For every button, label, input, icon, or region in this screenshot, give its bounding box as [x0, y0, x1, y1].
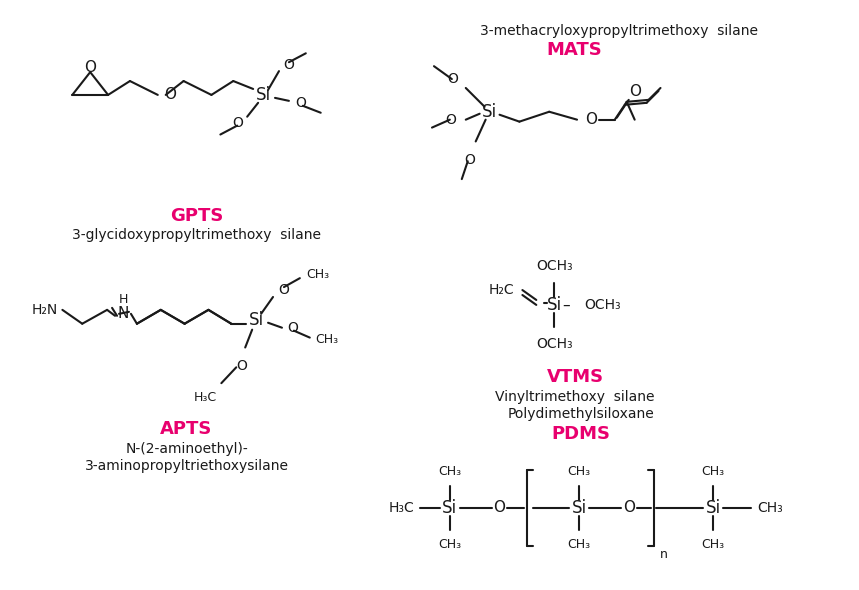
Text: O: O: [232, 116, 243, 130]
Text: MATS: MATS: [546, 41, 602, 60]
Text: CH₃: CH₃: [702, 537, 725, 550]
Text: O: O: [278, 283, 289, 297]
Text: N-(2-aminoethyl)-: N-(2-aminoethyl)-: [125, 441, 248, 455]
Text: O: O: [585, 112, 597, 127]
Text: H₃C: H₃C: [193, 391, 216, 404]
Text: Si: Si: [571, 499, 587, 517]
Text: O: O: [494, 500, 506, 516]
Text: CH₃: CH₃: [568, 537, 591, 550]
Text: H₃C: H₃C: [388, 501, 414, 515]
Text: n: n: [660, 548, 667, 560]
Text: CH₃: CH₃: [702, 466, 725, 478]
Text: O: O: [447, 72, 458, 86]
Text: CH₃: CH₃: [438, 466, 461, 478]
Text: CH₃: CH₃: [757, 501, 783, 515]
Text: 3-methacryloxypropyltrimethoxy  silane: 3-methacryloxypropyltrimethoxy silane: [480, 24, 758, 38]
Text: O: O: [295, 96, 306, 110]
Text: N: N: [118, 306, 129, 322]
Text: O: O: [164, 87, 176, 103]
Text: O: O: [629, 84, 641, 100]
Text: 3-glycidoxypropyltrimethoxy  silane: 3-glycidoxypropyltrimethoxy silane: [72, 228, 321, 241]
Text: Si: Si: [482, 103, 497, 121]
Text: H₂N: H₂N: [31, 303, 58, 317]
Text: O: O: [287, 321, 298, 335]
Text: APTS: APTS: [161, 419, 213, 438]
Text: OCH₃: OCH₃: [536, 337, 572, 350]
Text: GPTS: GPTS: [170, 206, 223, 225]
Text: Si: Si: [705, 499, 721, 517]
Text: H: H: [119, 293, 128, 306]
Text: CH₃: CH₃: [568, 466, 591, 478]
Text: Si: Si: [546, 296, 562, 314]
Text: O: O: [283, 58, 294, 72]
Text: OCH₃: OCH₃: [584, 298, 620, 312]
Text: CH₃: CH₃: [438, 537, 461, 550]
Text: CH₃: CH₃: [316, 333, 338, 346]
Text: O: O: [235, 359, 247, 373]
Text: H₂C: H₂C: [489, 283, 515, 297]
Text: Vinyltrimethoxy  silane: Vinyltrimethoxy silane: [496, 390, 655, 404]
Text: Si: Si: [248, 311, 264, 329]
Text: Polydimethylsiloxane: Polydimethylsiloxane: [508, 407, 655, 421]
Text: 3-aminopropyltriethoxysilane: 3-aminopropyltriethoxysilane: [84, 460, 289, 473]
Text: CH₃: CH₃: [306, 268, 329, 281]
Text: PDMS: PDMS: [551, 425, 611, 442]
Text: VTMS: VTMS: [546, 368, 604, 386]
Text: –: –: [562, 297, 570, 313]
Text: O: O: [623, 500, 635, 516]
Text: O: O: [445, 113, 456, 127]
Text: Si: Si: [442, 499, 458, 517]
Text: Si: Si: [255, 86, 271, 104]
Text: O: O: [84, 60, 96, 75]
Text: O: O: [465, 153, 475, 168]
Text: OCH₃: OCH₃: [536, 259, 572, 273]
